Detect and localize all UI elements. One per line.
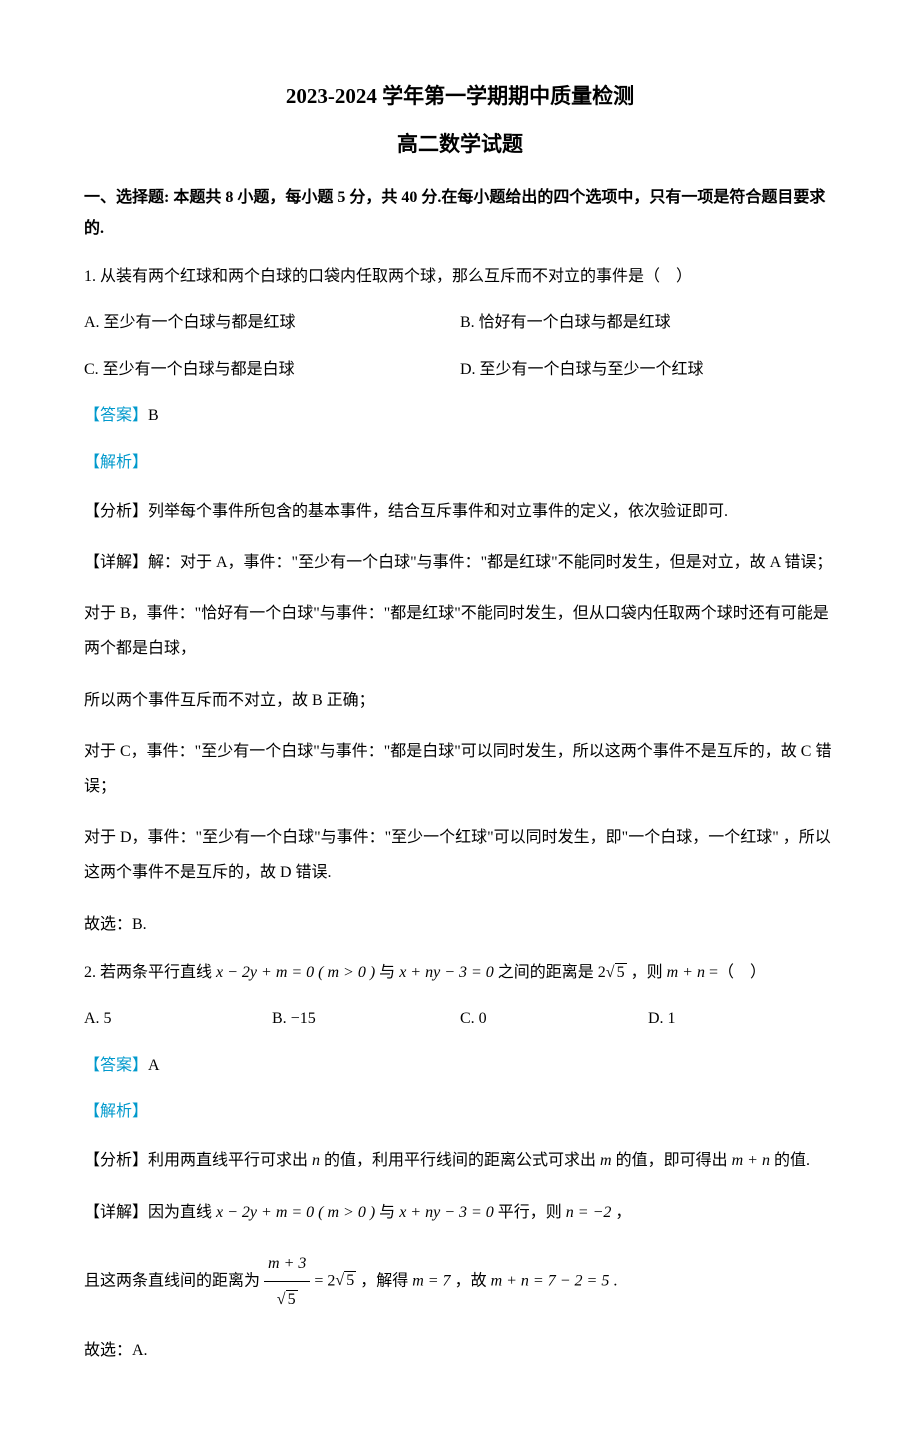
q2-solve-m: m = 7 bbox=[412, 1272, 450, 1289]
q2-frac-num: m + 3 bbox=[264, 1246, 310, 1282]
q2-conclusion: 故选：A. bbox=[84, 1333, 836, 1368]
q1-fenxi: 【分析】列举每个事件所包含的基本事件，结合互斥事件和对立事件的定义，依次验证即可… bbox=[84, 494, 836, 529]
q2-eq-rhs-rad: 5 bbox=[344, 1271, 356, 1289]
q2-fenxi-pre: 【分析】利用两直线平行可求出 bbox=[84, 1152, 312, 1169]
q2-fenxi-mid2: 的值，即可得出 bbox=[612, 1152, 732, 1169]
q2-solve-final: m + n = 7 − 2 = 5 bbox=[491, 1272, 610, 1289]
q2-frac-den-rad: 5 bbox=[286, 1290, 298, 1308]
q2-fenxi-m: m bbox=[600, 1152, 612, 1169]
q2-analysis-label: 【解析】 bbox=[84, 1097, 836, 1127]
q2-detail-pre: 【详解】因为直线 bbox=[84, 1204, 216, 1221]
q2-fenxi-n: n bbox=[312, 1152, 320, 1169]
q2-dist-pre: 且这两条直线间的距离为 bbox=[84, 1272, 264, 1289]
q1-option-d: D. 至少有一个白球与至少一个红球 bbox=[460, 355, 836, 385]
q2-fenxi-mn: m + n bbox=[732, 1152, 770, 1169]
q2-dist-mid1: ，解得 bbox=[356, 1272, 412, 1289]
q2-frac-den-sqrt: 5 bbox=[277, 1282, 298, 1317]
q1-detail-d: 对于 D，事件："至少有一个白球"与事件："至少一个红球"可以同时发生，即"一个… bbox=[84, 820, 836, 890]
q1-prompt: 1. 从装有两个红球和两个白球的口袋内任取两个球，那么互斥而不对立的事件是（ ） bbox=[84, 262, 836, 292]
q2-detail-mid1: 与 bbox=[375, 1204, 399, 1221]
sub-title: 高二数学试题 bbox=[84, 128, 836, 162]
q1-answer-label: 【答案】 bbox=[84, 407, 148, 424]
q1-options-row1: A. 至少有一个白球与都是红球 B. 恰好有一个白球与都是红球 bbox=[84, 308, 836, 338]
q2-dist-coef: 2 bbox=[598, 964, 606, 981]
q2-prompt-mid2: 之间的距离是 bbox=[494, 964, 598, 981]
q1-answer-value: B bbox=[148, 407, 159, 424]
q2-expr2: x + ny − 3 = 0 bbox=[399, 964, 494, 981]
q2-answer: 【答案】A bbox=[84, 1051, 836, 1081]
q2-detail-neq: n = −2 bbox=[566, 1204, 612, 1221]
q2-dist: 且这两条直线间的距离为 m + 35 = 25 ，解得 m = 7 ，故 m +… bbox=[84, 1246, 836, 1317]
q1-options-row2: C. 至少有一个白球与都是白球 D. 至少有一个白球与至少一个红球 bbox=[84, 355, 836, 385]
q2-detail-expr1: x − 2y + m = 0 ( m > 0 ) bbox=[216, 1204, 375, 1221]
q2-options-row: A. 5 B. −15 C. 0 D. 1 bbox=[84, 1004, 836, 1034]
q1-detail-b2: 所以两个事件互斥而不对立，故 B 正确； bbox=[84, 683, 836, 718]
q2-dist-post: . bbox=[609, 1272, 617, 1289]
q1-analysis-label: 【解析】 bbox=[84, 448, 836, 478]
q2-eq-rhs-sqrt: 5 bbox=[335, 1263, 356, 1298]
q2-expr1: x − 2y + m = 0 ( m > 0 ) bbox=[216, 964, 375, 981]
q2-prompt-pre: 2. 若两条平行直线 bbox=[84, 964, 216, 981]
q2-detail: 【详解】因为直线 x − 2y + m = 0 ( m > 0 ) 与 x + … bbox=[84, 1195, 836, 1230]
q1-detail-b: 对于 B，事件："恰好有一个白球"与事件："都是红球"不能同时发生，但从口袋内任… bbox=[84, 596, 836, 666]
q2-dist-sqrt: 5 bbox=[606, 958, 627, 988]
q2-frac-den: 5 bbox=[264, 1282, 310, 1317]
q2-detail-expr2: x + ny − 3 = 0 bbox=[399, 1204, 494, 1221]
q2-option-b: B. −15 bbox=[272, 1004, 460, 1034]
q2-answer-label: 【答案】 bbox=[84, 1057, 148, 1074]
q2-dist-rad: 5 bbox=[615, 963, 627, 981]
q2-fenxi: 【分析】利用两直线平行可求出 n 的值，利用平行线间的距离公式可求出 m 的值，… bbox=[84, 1143, 836, 1178]
q1-detail-c: 对于 C，事件："至少有一个白球"与事件："都是白球"可以同时发生，所以这两个事… bbox=[84, 734, 836, 804]
q2-detail-mid2: 平行，则 bbox=[494, 1204, 566, 1221]
q2-expr3: m + n bbox=[667, 964, 705, 981]
q1-detail-a: 【详解】解：对于 A，事件："至少有一个白球"与事件："都是红球"不能同时发生，… bbox=[84, 545, 836, 580]
q2-eq: = bbox=[310, 1272, 327, 1289]
q2-prompt-mid1: 与 bbox=[375, 964, 399, 981]
q2-detail-post: ， bbox=[611, 1204, 631, 1221]
main-title: 2023-2024 学年第一学期期中质量检测 bbox=[84, 80, 836, 114]
q2-answer-value: A bbox=[148, 1057, 160, 1074]
q1-answer: 【答案】B bbox=[84, 401, 836, 431]
q1-option-c: C. 至少有一个白球与都是白球 bbox=[84, 355, 460, 385]
section-heading: 一、选择题: 本题共 8 小题，每小题 5 分，共 40 分.在每小题给出的四个… bbox=[84, 183, 836, 244]
q2-fenxi-mid1: 的值，利用平行线间的距离公式可求出 bbox=[320, 1152, 600, 1169]
q1-conclusion: 故选：B. bbox=[84, 907, 836, 942]
q1-option-a: A. 至少有一个白球与都是红球 bbox=[84, 308, 460, 338]
q2-prompt-post: =（ ） bbox=[705, 964, 766, 981]
q2-eq-rhs-coef: 2 bbox=[327, 1272, 335, 1289]
q2-prompt: 2. 若两条平行直线 x − 2y + m = 0 ( m > 0 ) 与 x … bbox=[84, 958, 836, 988]
q2-prompt-mid3: ，则 bbox=[627, 964, 667, 981]
q2-dist-mid2: ，故 bbox=[451, 1272, 491, 1289]
q2-option-a: A. 5 bbox=[84, 1004, 272, 1034]
q2-fenxi-post: 的值. bbox=[770, 1152, 810, 1169]
q2-option-d: D. 1 bbox=[648, 1004, 836, 1034]
q2-option-c: C. 0 bbox=[460, 1004, 648, 1034]
q2-frac: m + 3 5 bbox=[264, 1246, 310, 1317]
q1-option-b: B. 恰好有一个白球与都是红球 bbox=[460, 308, 836, 338]
